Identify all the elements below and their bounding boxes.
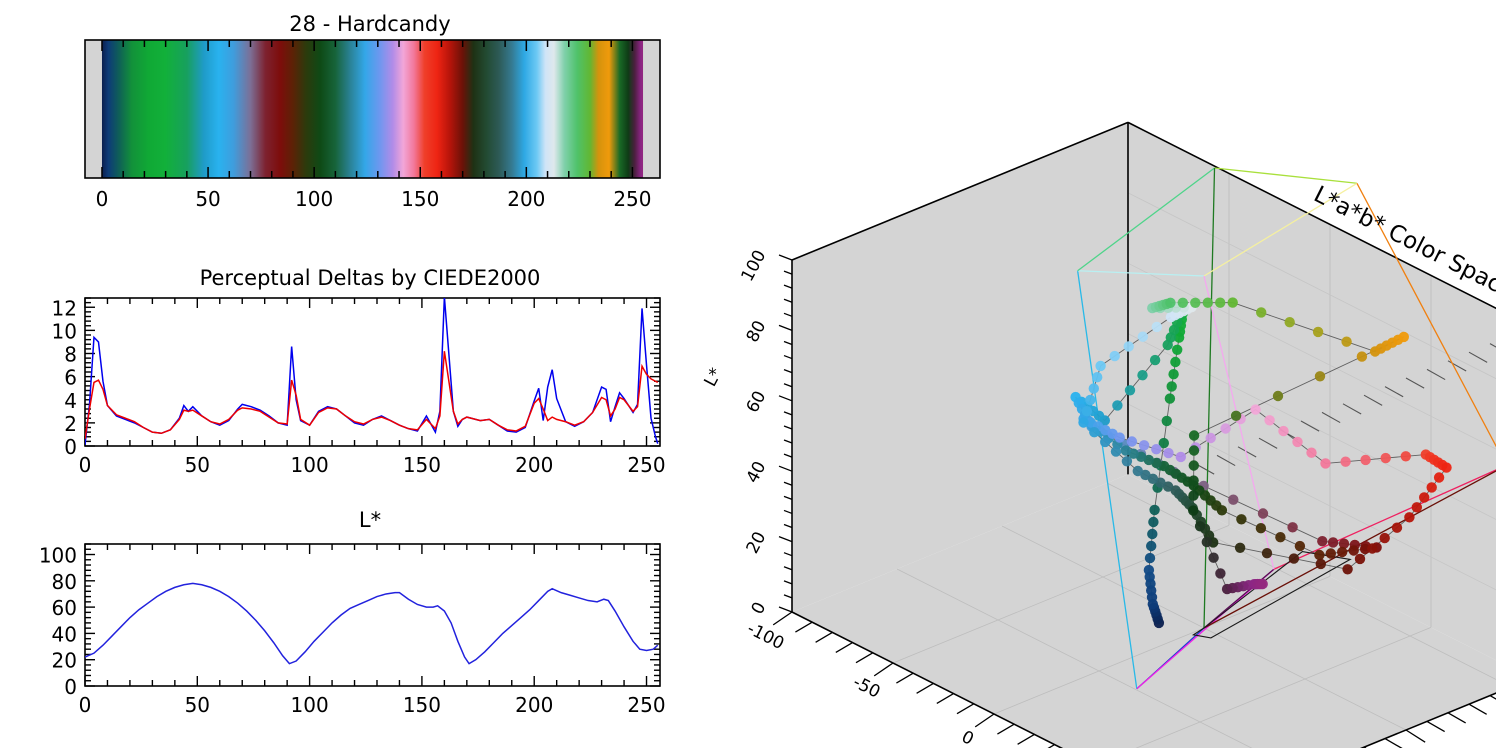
svg-text:50: 50 bbox=[185, 693, 210, 717]
svg-text:12: 12 bbox=[52, 296, 77, 320]
svg-text:0: 0 bbox=[748, 599, 771, 618]
svg-text:0: 0 bbox=[96, 187, 109, 211]
svg-text:0: 0 bbox=[958, 727, 977, 748]
svg-text:20: 20 bbox=[52, 649, 77, 673]
svg-text:100: 100 bbox=[738, 247, 771, 285]
svg-text:a*: a* bbox=[917, 745, 943, 748]
svg-text:250: 250 bbox=[613, 187, 651, 211]
svg-text:0: 0 bbox=[64, 435, 77, 459]
svg-text:40: 40 bbox=[52, 622, 77, 646]
lab-scatter-trail bbox=[1070, 297, 1452, 629]
lightness-panel: L* 0 50 100 150 200 250 0 20 40 60 80 100 bbox=[0, 498, 700, 738]
svg-text:150: 150 bbox=[403, 693, 441, 717]
svg-text:250: 250 bbox=[627, 453, 665, 477]
deltas-panel: Perceptual Deltas by CIEDE2000 0 50 100 150… bbox=[0, 258, 700, 488]
deltas-title: Perceptual Deltas by CIEDE2000 bbox=[199, 266, 541, 290]
svg-text:8: 8 bbox=[64, 343, 77, 367]
svg-text:20: 20 bbox=[743, 529, 771, 557]
svg-text:150: 150 bbox=[403, 453, 441, 477]
svg-text:50: 50 bbox=[195, 187, 220, 211]
svg-text:50: 50 bbox=[185, 453, 210, 477]
svg-text:6: 6 bbox=[64, 366, 77, 390]
colormap-panel: 28 - Hardcandy 0 50 100 150 200 250 bbox=[0, 0, 700, 240]
svg-text:250: 250 bbox=[627, 693, 665, 717]
svg-text:200: 200 bbox=[515, 453, 553, 477]
svg-text:0: 0 bbox=[79, 693, 92, 717]
svg-text:-50: -50 bbox=[850, 672, 884, 702]
svg-text:100: 100 bbox=[291, 693, 329, 717]
svg-text:150: 150 bbox=[401, 187, 439, 211]
colormap-axes: 0 50 100 150 200 250 bbox=[84, 39, 661, 211]
svg-text:200: 200 bbox=[515, 693, 553, 717]
svg-text:4: 4 bbox=[64, 389, 77, 413]
colormap-title: 28 - Hardcandy bbox=[289, 12, 451, 36]
svg-text:200: 200 bbox=[507, 187, 545, 211]
svg-text:40: 40 bbox=[743, 458, 771, 486]
svg-text:-100: -100 bbox=[744, 619, 787, 654]
svg-text:60: 60 bbox=[743, 388, 771, 416]
lab-panel: -100-50050100a*-100-50050b*020406080100L… bbox=[700, 0, 1496, 748]
svg-text:L*: L* bbox=[701, 365, 727, 390]
svg-text:10: 10 bbox=[52, 319, 77, 343]
svg-text:80: 80 bbox=[743, 317, 771, 345]
svg-text:0: 0 bbox=[1428, 744, 1446, 748]
svg-text:100: 100 bbox=[295, 187, 333, 211]
lightness-title: L* bbox=[358, 508, 382, 532]
svg-text:100: 100 bbox=[291, 453, 329, 477]
svg-text:0: 0 bbox=[79, 453, 92, 477]
svg-text:100: 100 bbox=[39, 544, 77, 568]
lab-axes3d: -100-50050100a*-100-50050b*020406080100L… bbox=[701, 121, 1496, 748]
svg-text:60: 60 bbox=[52, 596, 77, 620]
svg-text:0: 0 bbox=[64, 675, 77, 699]
svg-text:80: 80 bbox=[52, 570, 77, 594]
svg-text:2: 2 bbox=[64, 412, 77, 436]
